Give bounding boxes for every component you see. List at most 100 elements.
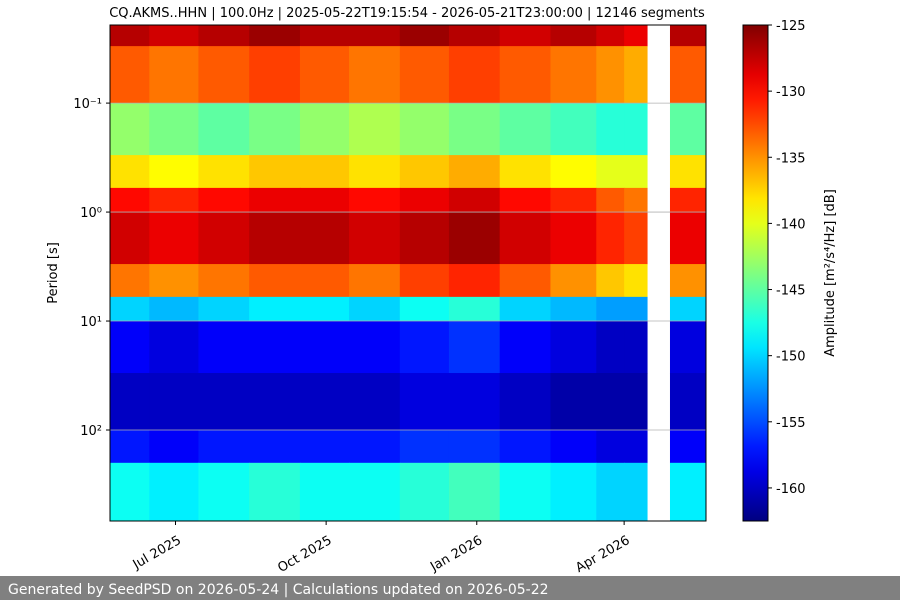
heatmap-cell xyxy=(669,264,707,298)
heatmap-cell xyxy=(550,462,597,522)
heatmap-cell xyxy=(349,430,401,464)
heatmap-cell xyxy=(669,103,707,156)
heatmap-cell xyxy=(299,212,350,265)
heatmap-cell xyxy=(149,46,199,104)
colorbar-tick-label: -125 xyxy=(776,19,806,34)
heatmap-cell xyxy=(596,155,625,189)
heatmap-cell xyxy=(550,321,597,374)
heatmap-cell xyxy=(149,264,199,298)
colorbar xyxy=(742,24,769,522)
heatmap-cell xyxy=(550,373,597,431)
heatmap-cell xyxy=(550,430,597,464)
heatmap-cell xyxy=(149,155,199,189)
heatmap-cell xyxy=(624,321,648,374)
heatmap-cell xyxy=(349,373,401,431)
heatmap-cell xyxy=(499,296,551,322)
heatmap-cell xyxy=(110,462,150,522)
heatmap-cell xyxy=(299,155,350,189)
x-tick-label: Oct 2025 xyxy=(275,533,334,576)
heatmap-cell xyxy=(550,155,597,189)
heatmap-cell xyxy=(596,373,625,431)
heatmap-cell xyxy=(624,212,648,265)
colorbar-tick-label: -145 xyxy=(776,284,806,299)
heatmap-cell xyxy=(669,321,707,374)
heatmap-cell xyxy=(448,187,501,213)
heatmap-cell xyxy=(669,25,707,47)
heatmap-cell xyxy=(448,212,501,265)
heatmap-cell xyxy=(596,296,625,322)
heatmap-cell xyxy=(299,46,350,104)
heatmap-cell xyxy=(349,296,401,322)
heatmap-cell xyxy=(399,187,450,213)
heatmap-cell xyxy=(198,462,250,522)
heatmap-cell xyxy=(669,187,707,213)
heatmap-cell xyxy=(299,25,350,47)
heatmap-cell xyxy=(399,212,450,265)
heatmap-cell xyxy=(399,103,450,156)
heatmap-cell xyxy=(596,103,625,156)
heatmap-cell xyxy=(448,296,501,322)
heatmap-cell xyxy=(349,264,401,298)
y-tick-label: 10¹ xyxy=(80,315,102,330)
heatmap-cell xyxy=(249,462,301,522)
heatmap-cell xyxy=(198,373,250,431)
heatmap-cell xyxy=(550,103,597,156)
heatmap-cell xyxy=(249,103,301,156)
heatmap-cell xyxy=(624,430,648,464)
x-tick-label: Jul 2025 xyxy=(130,533,184,573)
heatmap-cell xyxy=(499,321,551,374)
heatmap-cell xyxy=(249,187,301,213)
heatmap-cell xyxy=(149,25,199,47)
heatmap-cell xyxy=(596,430,625,464)
heatmap-cell xyxy=(669,212,707,265)
heatmap-cell xyxy=(596,321,625,374)
heatmap-cell xyxy=(149,103,199,156)
heatmap-cell xyxy=(448,264,501,298)
heatmap-cell xyxy=(149,212,199,265)
heatmap-cell xyxy=(299,373,350,431)
y-tick-label: 10⁻¹ xyxy=(73,97,102,112)
colorbar-tick-label: -130 xyxy=(776,85,806,100)
footer-text: Generated by SeedPSD on 2026-05-24 | Cal… xyxy=(8,582,549,598)
heatmap-cell xyxy=(110,264,150,298)
heatmap-cell xyxy=(624,155,648,189)
heatmap-cell xyxy=(399,155,450,189)
y-tick-label: 10⁰ xyxy=(80,206,102,221)
heatmap-cell xyxy=(550,296,597,322)
heatmap-cell xyxy=(499,373,551,431)
heatmap-cell xyxy=(399,46,450,104)
heatmap-cell xyxy=(669,373,707,431)
heatmap-cell xyxy=(669,155,707,189)
heatmap-cell xyxy=(299,296,350,322)
heatmap-cell xyxy=(550,25,597,47)
heatmap-cell xyxy=(596,462,625,522)
heatmap-cell xyxy=(198,212,250,265)
x-tick-label: Jan 2026 xyxy=(427,533,485,575)
heatmap-cell xyxy=(669,430,707,464)
colorbar-tick-label: -140 xyxy=(776,217,806,232)
heatmap-cell xyxy=(499,212,551,265)
heatmap-cell xyxy=(499,462,551,522)
heatmap-cell xyxy=(448,155,501,189)
heatmap-cell xyxy=(110,46,150,104)
heatmap-cell xyxy=(550,187,597,213)
heatmap-cell xyxy=(596,46,625,104)
heatmap-cell xyxy=(249,212,301,265)
heatmap-cell xyxy=(149,373,199,431)
colorbar-label: Amplitude [m²/s⁴/Hz] [dB] xyxy=(823,189,838,357)
heatmap-cell xyxy=(399,430,450,464)
colorbar-tick-label: -135 xyxy=(776,151,806,166)
heatmap-cell xyxy=(249,25,301,47)
colorbar-tick-label: -155 xyxy=(776,416,806,431)
heatmap-cell xyxy=(499,430,551,464)
heatmap-cell xyxy=(669,462,707,522)
heatmap-cell xyxy=(624,296,648,322)
heatmap-cell xyxy=(624,46,648,104)
heatmap-cell xyxy=(249,264,301,298)
heatmap-cell xyxy=(110,321,150,374)
heatmap-cell xyxy=(110,155,150,189)
heatmap-cell xyxy=(669,46,707,104)
heatmap-cell xyxy=(669,296,707,322)
chart-title: CQ.AKMS..HHN | 100.0Hz | 2025-05-22T19:1… xyxy=(109,6,705,21)
heatmap-cell xyxy=(299,321,350,374)
